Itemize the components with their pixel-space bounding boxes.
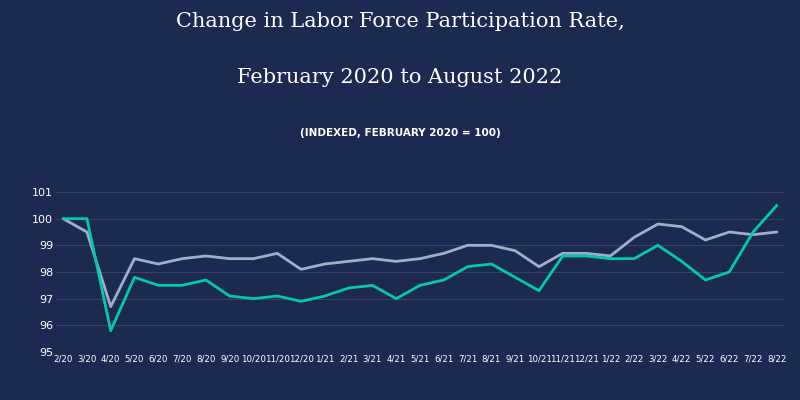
Prime-age men	[320, 262, 330, 266]
Prime-age women	[582, 254, 591, 258]
Prime-age men	[653, 222, 662, 226]
Prime-age women	[368, 283, 378, 288]
Prime-age men	[368, 256, 378, 261]
Prime-age women	[58, 216, 68, 221]
Prime-age men	[154, 262, 163, 266]
Prime-age men	[130, 256, 139, 261]
Line: Prime-age women: Prime-age women	[63, 205, 777, 331]
Prime-age men	[249, 256, 258, 261]
Prime-age women	[725, 270, 734, 274]
Prime-age men	[701, 238, 710, 242]
Text: (INDEXED, FEBRUARY 2020 = 100): (INDEXED, FEBRUARY 2020 = 100)	[300, 128, 500, 138]
Prime-age men	[225, 256, 234, 261]
Prime-age women	[630, 256, 639, 261]
Prime-age men	[772, 230, 782, 234]
Prime-age women	[677, 259, 686, 264]
Prime-age men	[178, 256, 187, 261]
Prime-age women	[486, 262, 496, 266]
Prime-age women	[748, 230, 758, 234]
Prime-age women	[558, 254, 567, 258]
Prime-age women	[82, 216, 92, 221]
Prime-age men	[582, 251, 591, 256]
Prime-age women	[344, 286, 354, 290]
Prime-age men	[344, 259, 354, 264]
Prime-age women	[510, 275, 520, 280]
Prime-age men	[296, 267, 306, 272]
Prime-age women	[130, 275, 139, 280]
Prime-age men	[391, 259, 401, 264]
Prime-age men	[630, 235, 639, 240]
Text: February 2020 to August 2022: February 2020 to August 2022	[238, 68, 562, 87]
Prime-age men	[606, 254, 615, 258]
Prime-age men	[558, 251, 567, 256]
Prime-age women	[534, 288, 544, 293]
Text: Change in Labor Force Participation Rate,: Change in Labor Force Participation Rate…	[176, 12, 624, 31]
Prime-age women	[273, 294, 282, 298]
Prime-age women	[701, 278, 710, 282]
Prime-age women	[439, 278, 449, 282]
Prime-age women	[320, 294, 330, 298]
Prime-age women	[653, 243, 662, 248]
Prime-age men	[510, 248, 520, 253]
Prime-age men	[439, 251, 449, 256]
Prime-age men	[748, 232, 758, 237]
Prime-age women	[178, 283, 187, 288]
Prime-age men	[82, 230, 92, 234]
Prime-age women	[201, 278, 210, 282]
Prime-age women	[391, 296, 401, 301]
Prime-age women	[772, 203, 782, 208]
Prime-age women	[106, 328, 115, 333]
Prime-age men	[415, 256, 425, 261]
Prime-age men	[677, 224, 686, 229]
Prime-age women	[154, 283, 163, 288]
Prime-age women	[606, 256, 615, 261]
Prime-age men	[58, 216, 68, 221]
Prime-age men	[462, 243, 472, 248]
Prime-age women	[462, 264, 472, 269]
Prime-age men	[273, 251, 282, 256]
Prime-age women	[296, 299, 306, 304]
Prime-age men	[106, 304, 115, 309]
Prime-age women	[415, 283, 425, 288]
Prime-age women	[225, 294, 234, 298]
Prime-age men	[534, 264, 544, 269]
Line: Prime-age men: Prime-age men	[63, 219, 777, 307]
Prime-age men	[725, 230, 734, 234]
Prime-age men	[201, 254, 210, 258]
Prime-age men	[486, 243, 496, 248]
Prime-age women	[249, 296, 258, 301]
